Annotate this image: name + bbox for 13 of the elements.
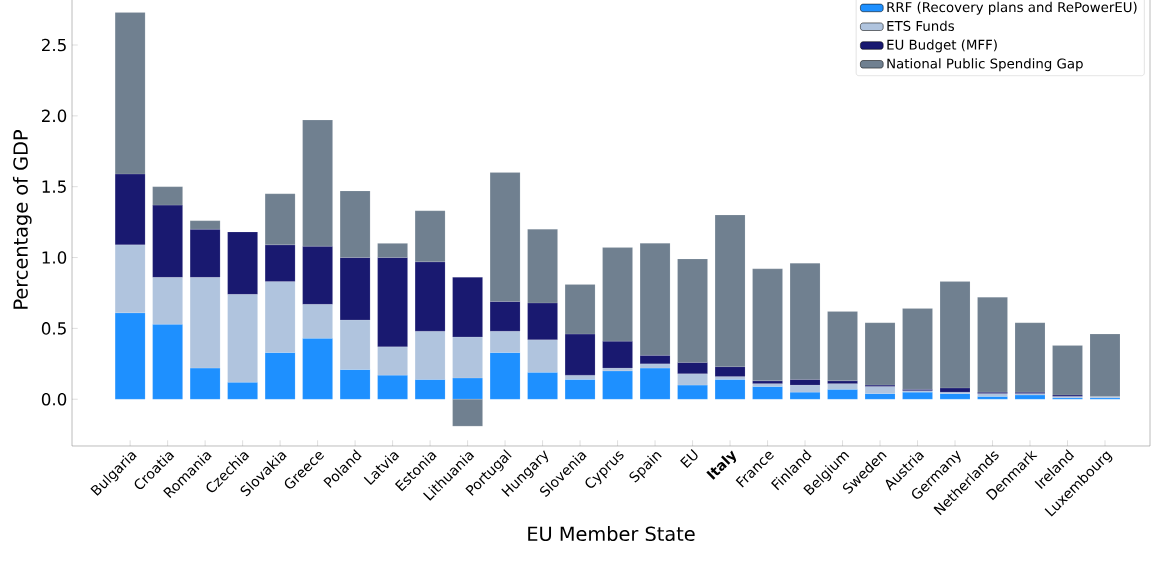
y-tick-label: 0.0 [41, 392, 67, 406]
y-tick-label: 2.0 [42, 109, 67, 123]
y-tick-label: 0.5 [41, 322, 66, 335]
x-axis-title: EU Member State [528, 526, 695, 542]
legend-label: RRF (Recovery plans and RePowerEU) [887, 1, 1137, 15]
legend-label: National Public Spending Gap [887, 58, 1083, 72]
y-tick-label: 1.5 [42, 180, 66, 193]
y-tick-label: 1.0 [42, 251, 67, 264]
y-axis-title: Percentage of GDP [12, 130, 32, 309]
legend-label: ETS Funds [887, 20, 954, 31]
y-tick-label: 2.5 [42, 38, 66, 52]
x-tick-label: EU [680, 449, 698, 468]
legend-label: EU Budget (MFF) [887, 39, 997, 53]
